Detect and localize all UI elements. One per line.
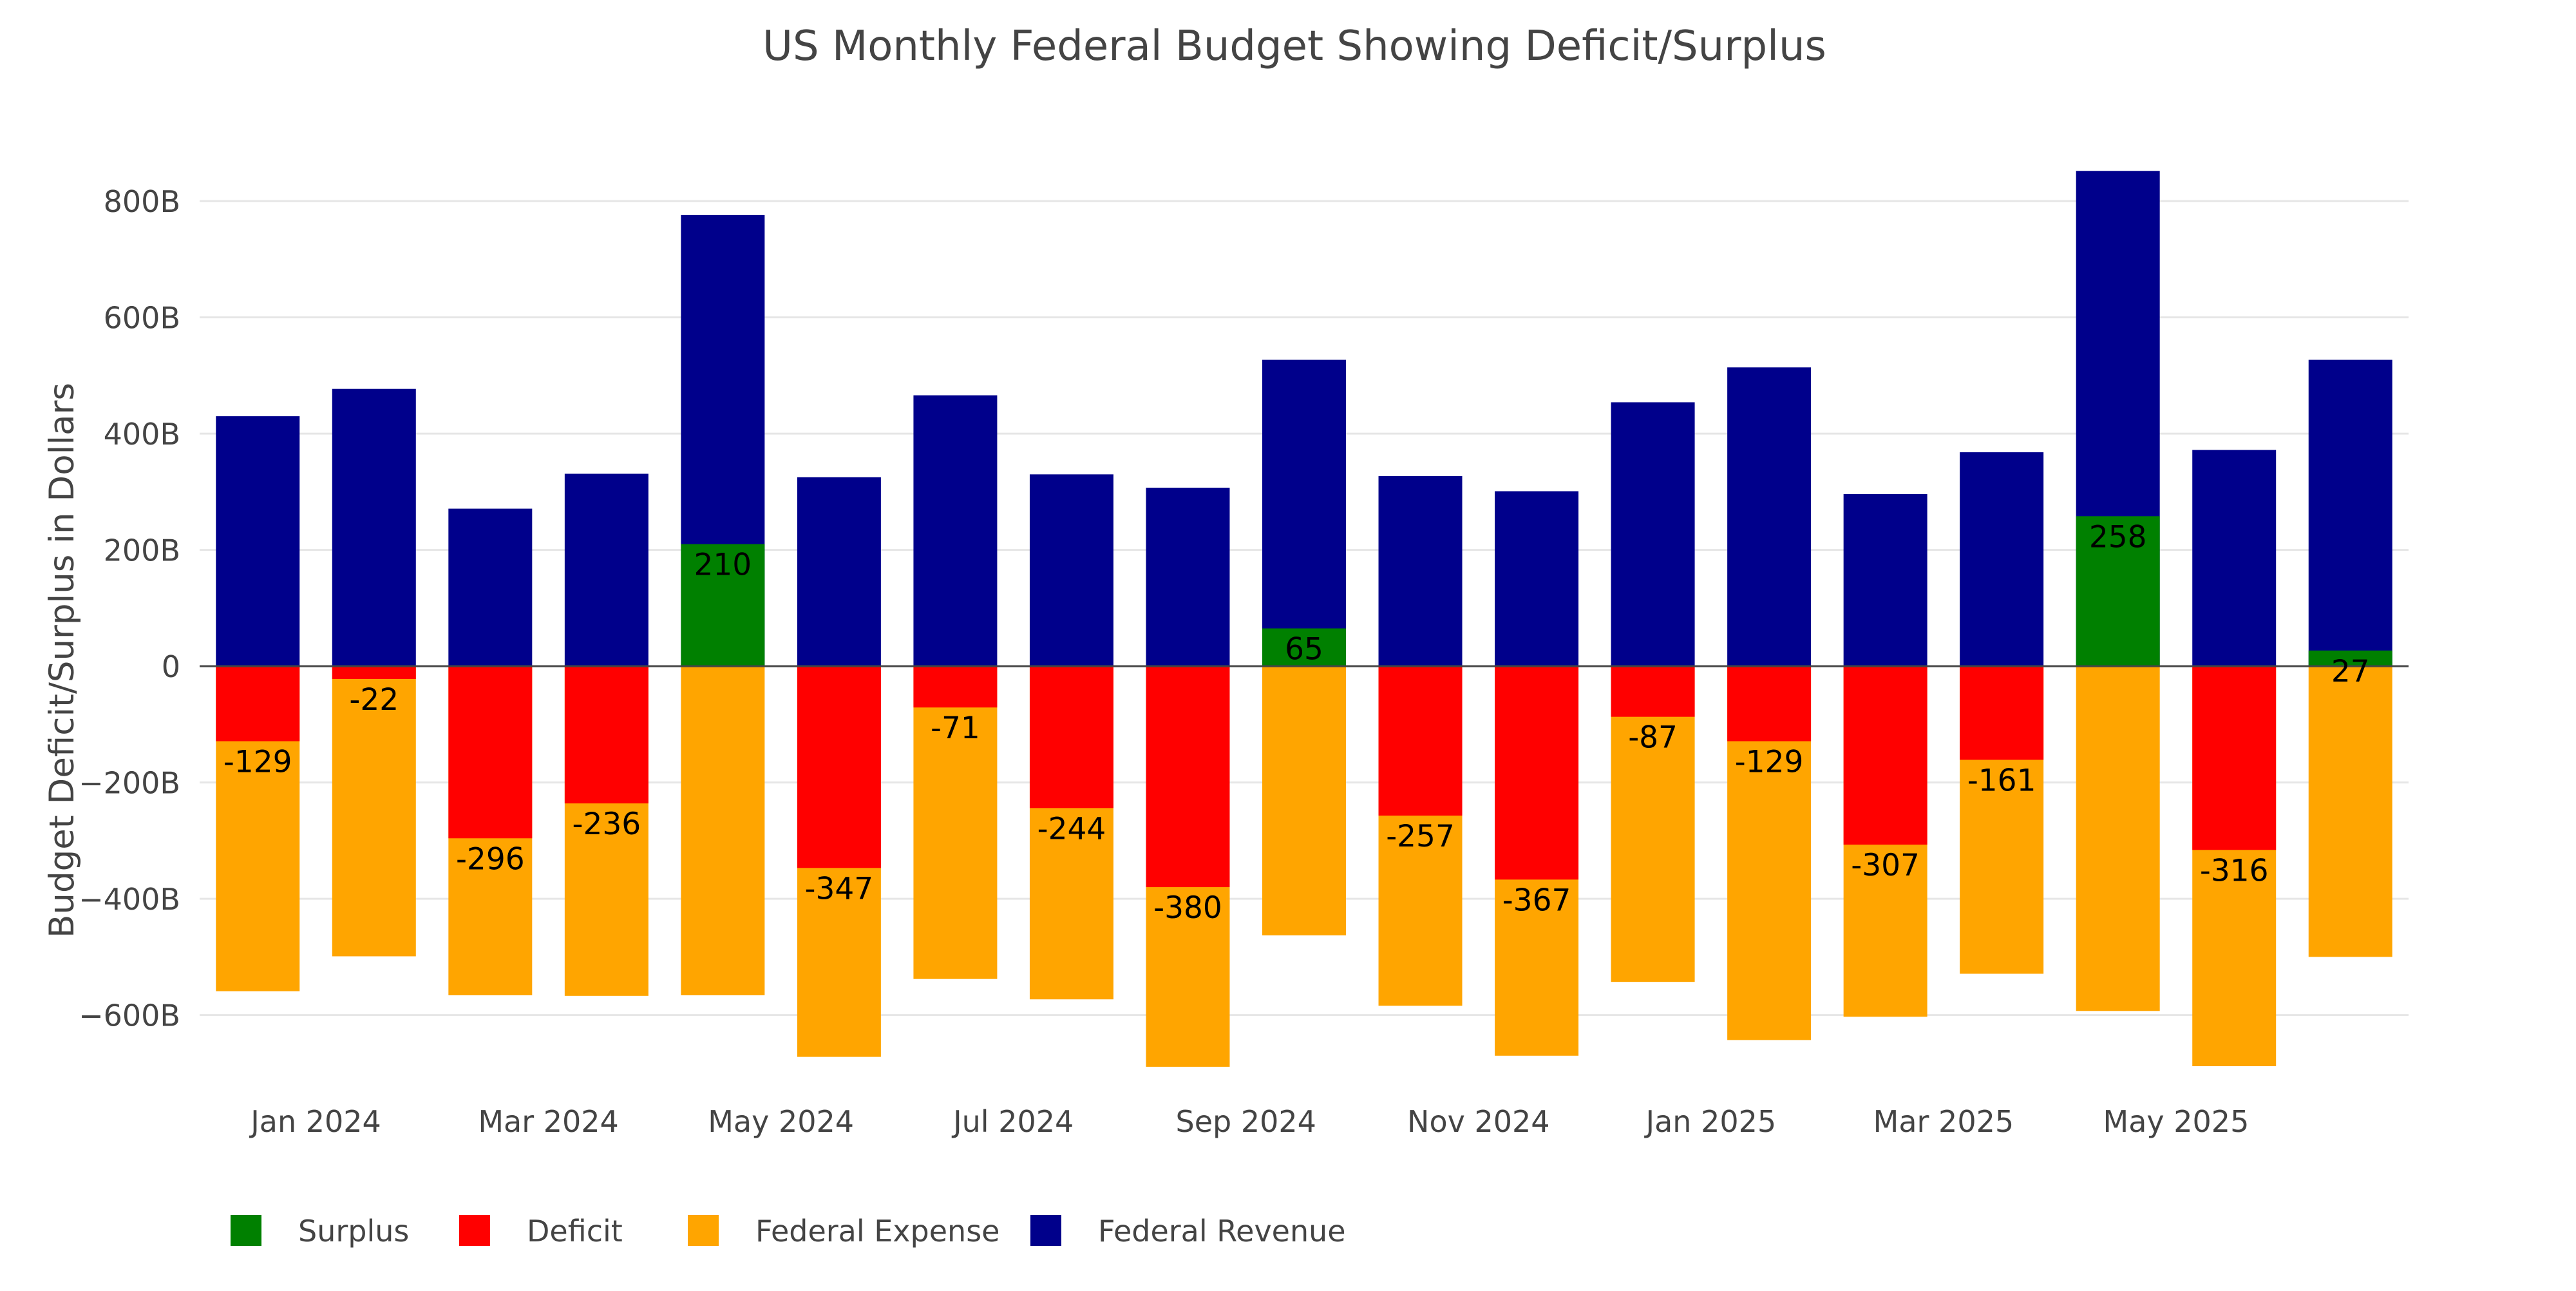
x-tick-label: May 2024 (708, 1104, 854, 1139)
y-tick-label: −600B (79, 999, 180, 1033)
x-tick-label: Mar 2025 (1873, 1104, 2014, 1139)
bar-label: 27 (2331, 654, 2370, 689)
bar-deficit (1378, 666, 1463, 816)
bar-federal-revenue (1611, 402, 1695, 667)
bar-label: 65 (1285, 631, 1323, 667)
bar-deficit (2192, 666, 2277, 850)
bar-label: -129 (1735, 745, 1804, 780)
legend-label: Deficit (527, 1214, 623, 1248)
legend-swatch (688, 1215, 719, 1246)
bar-surplus (1262, 628, 1346, 667)
bar-federal-revenue (1146, 488, 1230, 667)
bar-label: 258 (2089, 519, 2147, 555)
bar-federal-revenue (216, 416, 300, 667)
bar-federal-revenue (2308, 359, 2392, 667)
bar-label: -236 (573, 807, 641, 842)
x-tick-label: Jan 2025 (1644, 1104, 1777, 1139)
y-tick-label: −200B (79, 766, 180, 801)
bar-label: -367 (1502, 883, 1571, 918)
bar-label: -87 (1628, 720, 1678, 756)
bar-federal-revenue (1727, 367, 1812, 667)
bar-label: -71 (931, 711, 980, 746)
bar-deficit (1029, 666, 1113, 808)
y-tick-label: 600B (104, 301, 180, 336)
chart-title: US Monthly Federal Budget Showing Defici… (762, 23, 1826, 70)
bar-federal-expense (681, 666, 765, 995)
x-axis-ticks: Jan 2024 Mar 2024 May 2024 Jul 2024 Sep 2024… (249, 1104, 2249, 1139)
bar-label: -22 (349, 682, 399, 718)
y-tick-label: −400B (79, 882, 180, 917)
bar-label: -244 (1037, 811, 1106, 846)
bar-labels: -129 -22 -296 -236 210 -347 -71 -244 -380 65 -257 -… (223, 519, 2370, 926)
bar-federal-revenue (448, 508, 533, 667)
legend-label: Federal Revenue (1098, 1214, 1346, 1248)
bar-federal-revenue (2192, 450, 2277, 667)
bar-deficit (332, 666, 416, 679)
bar-federal-expense (1611, 666, 1695, 982)
bar-deficit (1495, 666, 1579, 880)
bar-deficit (1843, 666, 1927, 845)
bar-label: 210 (694, 548, 752, 583)
bar-federal-revenue (797, 477, 881, 667)
bar-label: -161 (1967, 763, 2036, 798)
bar-federal-revenue (1378, 476, 1463, 667)
legend-swatch (459, 1215, 490, 1246)
bar-surplus (2076, 516, 2160, 667)
bar-federal-revenue (1495, 491, 1579, 667)
y-axis-title: Budget Deficit/Surplus in Dollars (43, 383, 82, 938)
bar-deficit (1960, 666, 2044, 760)
y-tick-label: 200B (104, 533, 180, 568)
bar-label: -296 (456, 841, 525, 877)
bar-surplus (681, 544, 765, 667)
bars (216, 171, 2392, 1067)
bar-deficit (448, 666, 533, 839)
legend-swatch (1030, 1215, 1061, 1246)
bar-federal-revenue (1029, 474, 1113, 667)
legend-swatch (231, 1215, 261, 1246)
bar-federal-expense (913, 666, 998, 979)
bar-label: -129 (223, 745, 292, 780)
bar-label: -316 (2200, 853, 2269, 888)
bar-label: -307 (1851, 848, 1920, 883)
bar-deficit (1727, 666, 1812, 741)
x-tick-label: Nov 2024 (1407, 1104, 1549, 1139)
bar-federal-revenue (332, 388, 416, 667)
bar-federal-revenue (1262, 359, 1346, 667)
bar-federal-expense (1262, 666, 1346, 935)
bar-federal-revenue (1960, 452, 2044, 667)
bar-deficit (216, 666, 300, 741)
y-tick-label: 400B (104, 417, 180, 452)
bar-deficit (1611, 666, 1695, 717)
bar-label: -257 (1386, 819, 1455, 854)
x-tick-label: May 2025 (2103, 1104, 2249, 1139)
bar-label: -347 (805, 871, 874, 906)
bar-federal-revenue (913, 395, 998, 667)
bar-federal-expense (332, 666, 416, 957)
bar-federal-revenue (564, 473, 649, 667)
x-tick-label: Jan 2024 (249, 1104, 381, 1139)
legend-label: Surplus (298, 1214, 409, 1248)
bar-deficit (913, 666, 998, 708)
x-tick-label: Mar 2024 (478, 1104, 618, 1139)
bar-deficit (797, 666, 881, 868)
legend-label: Federal Expense (755, 1214, 999, 1248)
x-tick-label: Sep 2024 (1176, 1104, 1316, 1139)
legend: Surplus Deficit Federal Expense Federal Rev… (231, 1214, 1346, 1248)
bar-label: -380 (1153, 890, 1222, 926)
bar-federal-revenue (1843, 494, 1927, 667)
bar-surplus (2308, 650, 2392, 667)
y-tick-label: 800B (104, 184, 180, 219)
y-tick-label: 0 (162, 649, 180, 684)
y-axis-ticks: 800B 600B 400B 200B 0 −200B −400B −600B (79, 184, 180, 1033)
bar-deficit (1146, 666, 1230, 888)
x-tick-label: Jul 2024 (951, 1104, 1074, 1139)
bar-federal-expense (2308, 666, 2392, 957)
bar-deficit (564, 666, 649, 804)
bar-federal-expense (2076, 666, 2160, 1011)
